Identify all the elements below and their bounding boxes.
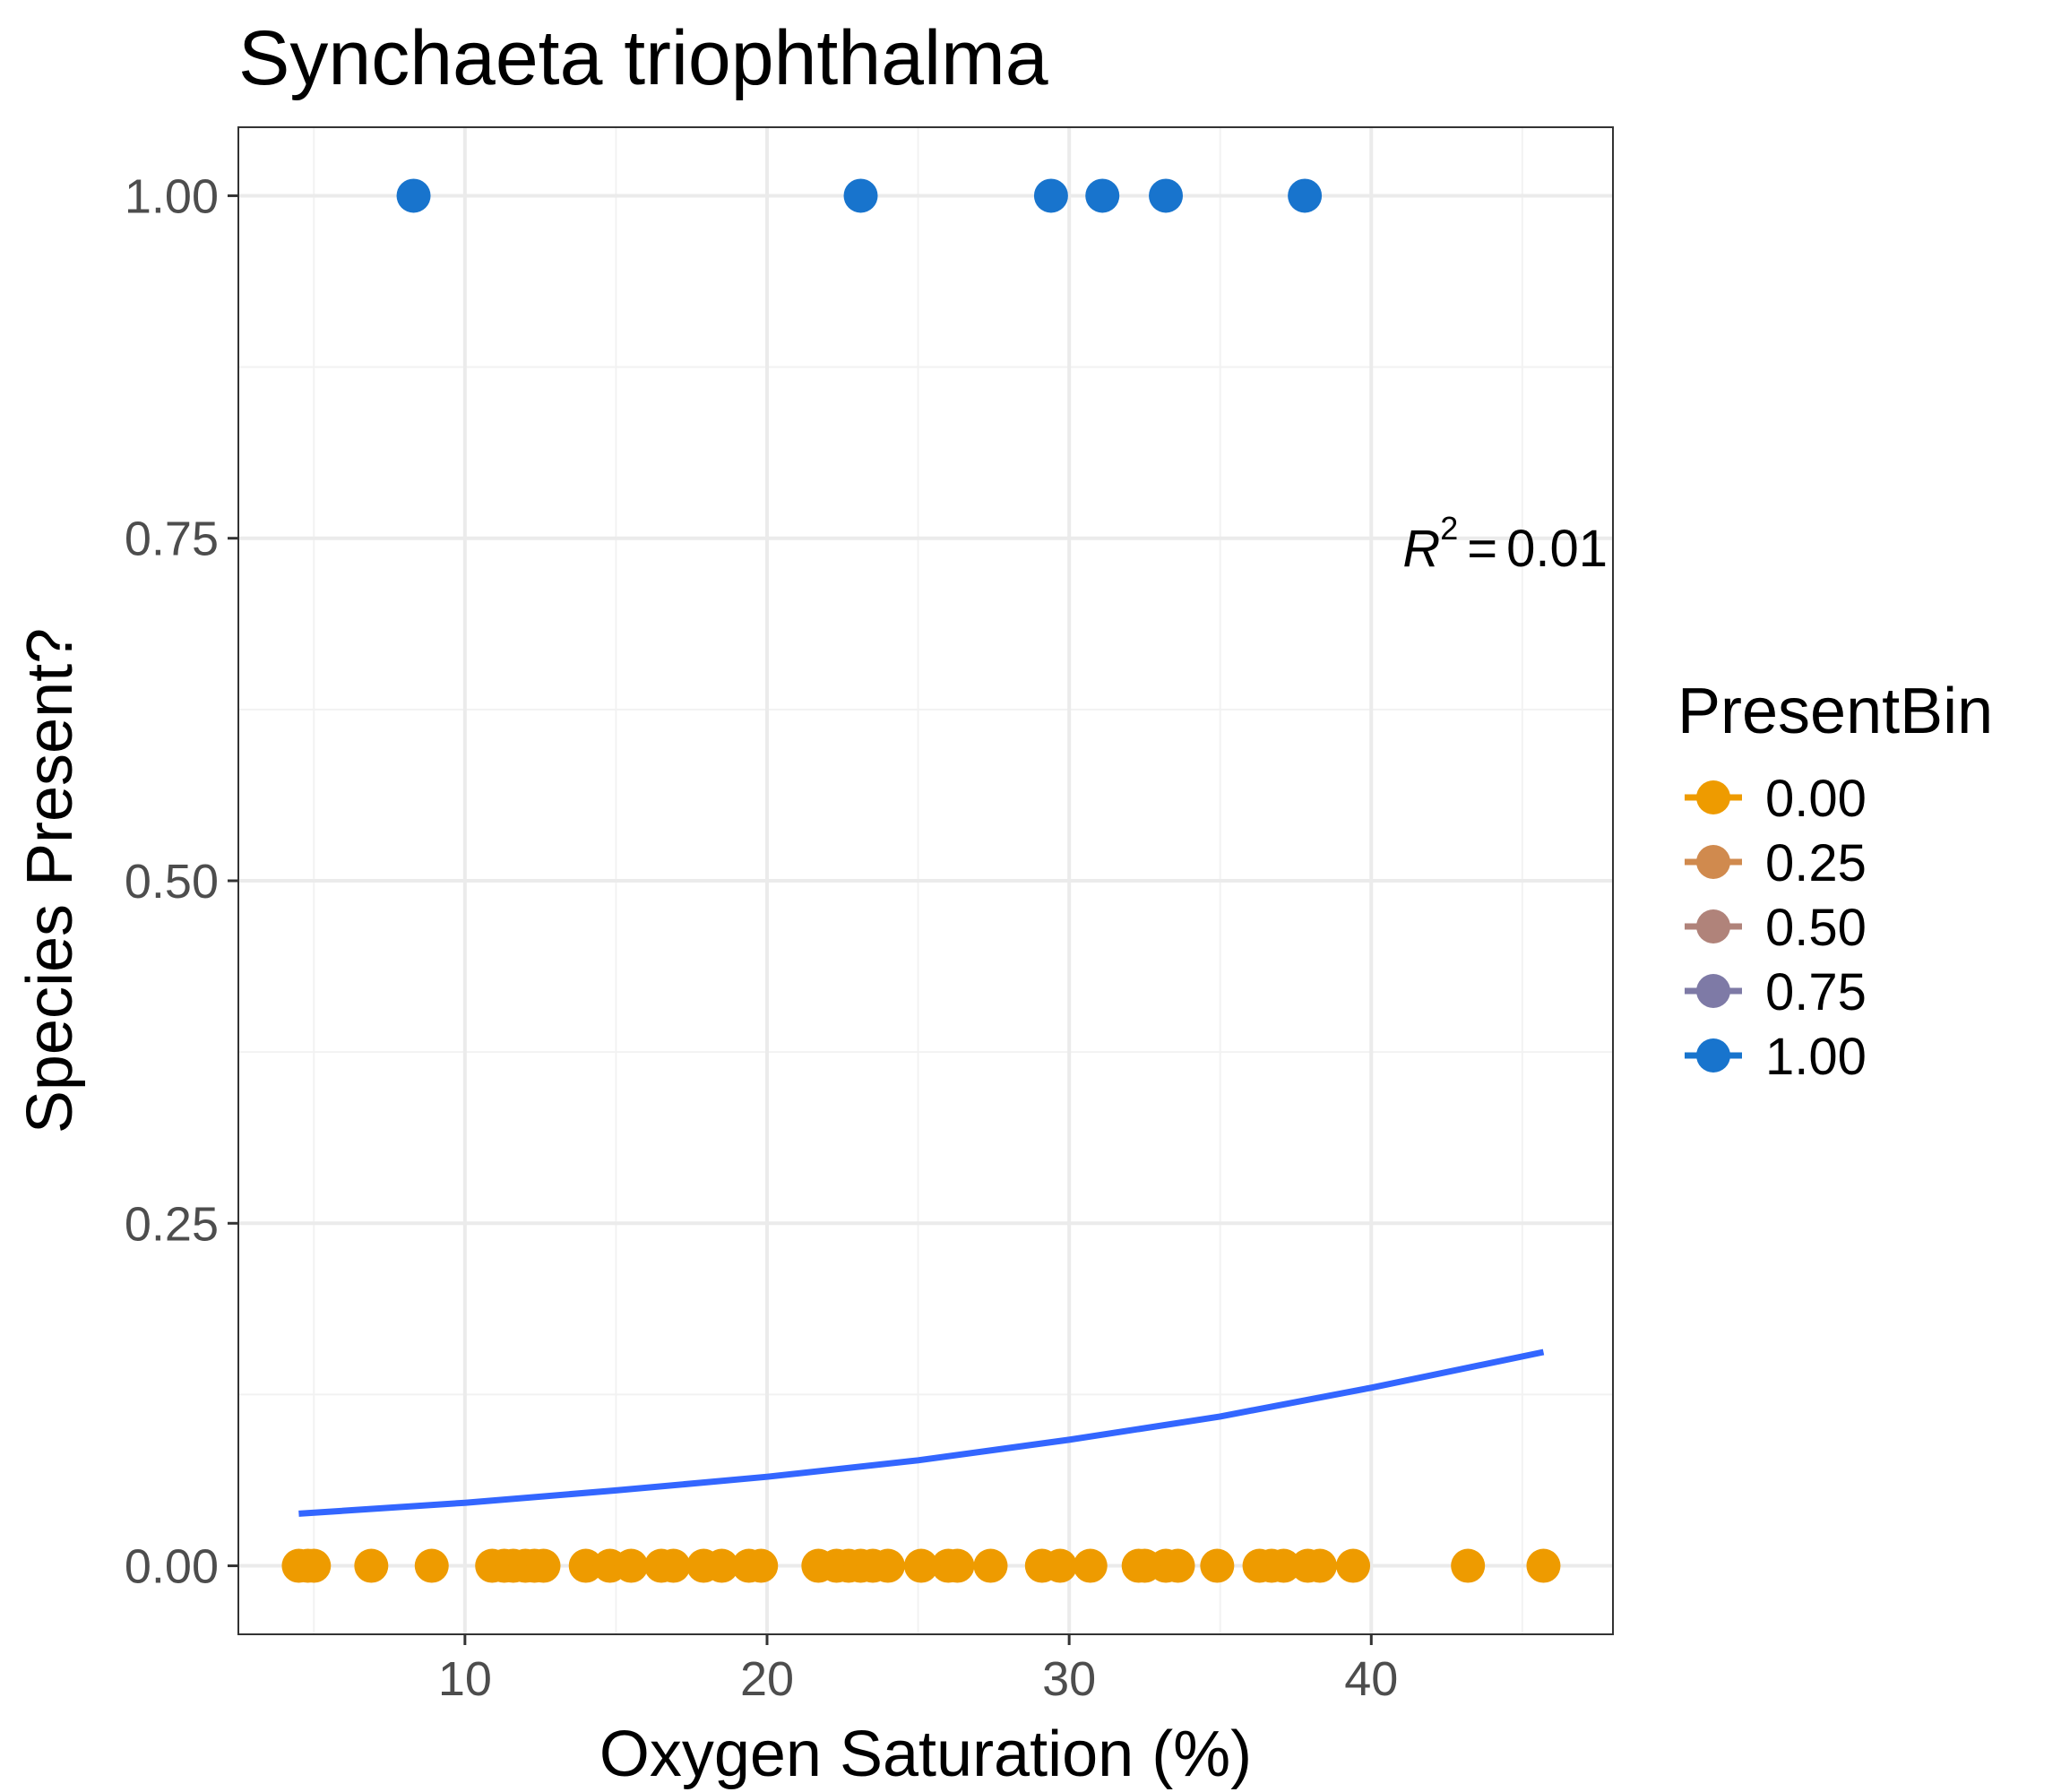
legend-key-point (1696, 974, 1730, 1008)
legend-key-point (1696, 909, 1730, 943)
major-gridlines (238, 127, 1613, 1634)
legend-label: 0.00 (1765, 770, 1867, 828)
y-tick-label: 0.25 (125, 1197, 219, 1251)
data-point (870, 1548, 905, 1583)
y-axis: 0.00 0.25 0.50 0.75 1.00 (125, 169, 238, 1594)
legend-key-point (1696, 1038, 1730, 1073)
legend-label: 0.50 (1765, 899, 1867, 957)
data-point (614, 1548, 649, 1583)
x-tick-label: 20 (740, 1652, 794, 1706)
equals-sign: = (1467, 520, 1497, 578)
data-point (903, 1548, 938, 1583)
r-symbol: R (1402, 520, 1440, 578)
x-axis-title: Oxygen Saturation (%) (599, 1719, 1252, 1790)
y-tick-label: 1.00 (125, 169, 219, 223)
data-point (744, 1548, 779, 1583)
data-point (973, 1548, 1008, 1583)
r-squared-annotation: R2 = 0.01 (1402, 510, 1608, 578)
x-tick-label: 30 (1042, 1652, 1096, 1706)
x-axis: 10 20 30 40 (438, 1634, 1398, 1706)
data-point (1073, 1548, 1108, 1583)
y-axis-title: Species Present? (14, 628, 86, 1133)
data-point (1043, 1548, 1078, 1583)
data-point (297, 1548, 332, 1583)
r-squared-value: 0.01 (1506, 520, 1608, 578)
data-point (568, 1548, 603, 1583)
data-point (1288, 178, 1323, 213)
data-point (526, 1548, 561, 1583)
data-point (704, 1548, 739, 1583)
data-points (281, 178, 1561, 1583)
legend-title: PresentBin (1677, 676, 1993, 747)
x-tick-label: 40 (1344, 1652, 1398, 1706)
legend-label: 1.00 (1765, 1028, 1867, 1086)
legend-key-point (1696, 780, 1730, 814)
data-point (1302, 1548, 1337, 1583)
data-point (940, 1548, 975, 1583)
y-tick-label: 0.75 (125, 513, 219, 566)
y-tick-label: 0.00 (125, 1540, 219, 1594)
data-point (1266, 1548, 1301, 1583)
legend-entries: 0.00 0.25 0.50 0.75 1.00 (1685, 770, 1867, 1086)
data-point (396, 178, 431, 213)
legend: PresentBin 0.00 0.25 0.50 0.75 1.00 (1677, 676, 1993, 1086)
data-point (1526, 1548, 1561, 1583)
legend-label: 0.25 (1765, 834, 1867, 892)
legend-label: 0.75 (1765, 963, 1867, 1021)
y-tick-label: 0.50 (125, 855, 219, 909)
data-point (656, 1548, 691, 1583)
data-point (1200, 1548, 1235, 1583)
fit-line (298, 1348, 1545, 1517)
data-point (843, 178, 878, 213)
data-point (1085, 178, 1120, 213)
data-point (1160, 1548, 1195, 1583)
data-point (1033, 178, 1068, 213)
r-exponent: 2 (1440, 510, 1458, 547)
plot-panel (237, 126, 1614, 1635)
chart-title: Synchaeta triophthalma (238, 15, 1048, 101)
data-point (414, 1548, 449, 1583)
data-point (1451, 1548, 1486, 1583)
data-point (1336, 1548, 1371, 1583)
x-tick-label: 10 (438, 1652, 492, 1706)
legend-key-point (1696, 845, 1730, 879)
data-point (354, 1548, 389, 1583)
data-point (1149, 178, 1184, 213)
